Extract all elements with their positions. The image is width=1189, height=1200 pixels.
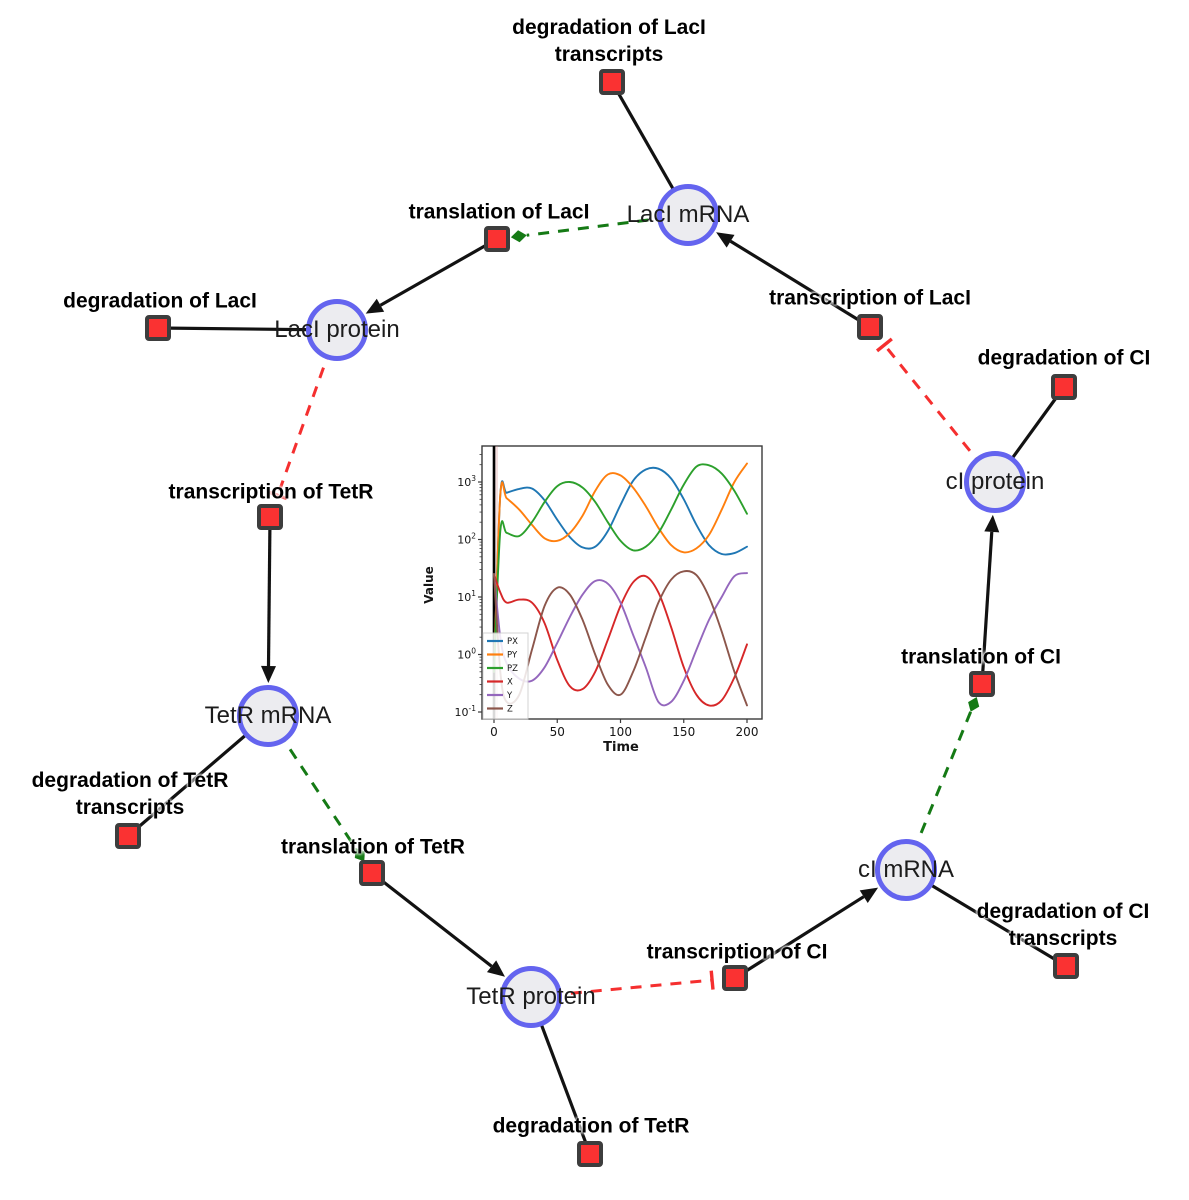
reaction-node-deg-ci[interactable]	[1051, 374, 1077, 400]
species-node-tetr-protein[interactable]	[500, 966, 562, 1028]
svg-text:100: 100	[609, 725, 632, 739]
legend-label-PX: PX	[507, 637, 518, 647]
chart-legend: PX PY PZ XYZ	[482, 632, 529, 720]
series-line-Y	[493, 572, 748, 707]
reaction-node-deg-tetr-tx[interactable]	[115, 823, 141, 849]
species-node-laci-mrna[interactable]	[657, 184, 719, 246]
species-node-ci-protein[interactable]	[964, 451, 1026, 513]
svg-text:100: 100	[457, 647, 476, 662]
edge-modifier-ci_mrna-to-transl_ci-diamond	[968, 696, 980, 712]
svg-text:0: 0	[490, 725, 498, 739]
x-axis-label: Time	[603, 740, 639, 755]
reaction-node-deg-laci[interactable]	[145, 315, 171, 341]
edge-production-transl_tetr-to-tetr_protein-arrowhead	[486, 960, 505, 977]
chart-series-lines	[492, 446, 748, 719]
reaction-node-transl-tetr[interactable]	[359, 860, 385, 886]
edge-production-transl_ci-to-ci_protein	[980, 531, 994, 685]
series-line-PZ	[493, 463, 748, 673]
svg-text:200: 200	[736, 725, 759, 739]
reaction-node-tx-laci[interactable]	[857, 314, 883, 340]
series-line-X	[493, 573, 748, 707]
reaction-node-tx-ci[interactable]	[722, 965, 748, 991]
legend-label-PZ: PZ	[507, 664, 518, 674]
svg-text:150: 150	[672, 725, 695, 739]
svg-text:102: 102	[457, 532, 476, 547]
reaction-node-transl-ci[interactable]	[969, 671, 995, 697]
svg-text:103: 103	[457, 474, 476, 489]
svg-text:10-1: 10-1	[455, 704, 477, 719]
edge-inhibition-tetr_protein-to-tx_ci-tbar	[709, 970, 715, 990]
series-line-PX	[493, 466, 748, 673]
legend-label-Y: Y	[506, 691, 513, 701]
species-node-tetr-mrna[interactable]	[237, 685, 299, 747]
series-line-PY	[493, 462, 748, 673]
legend-label-Z: Z	[507, 705, 513, 715]
edge-consumption-ci_mrna-to-deg_ci_tx	[905, 868, 1067, 968]
svg-text:101: 101	[457, 589, 476, 604]
edge-production-tx_ci-to-ci_mrna-arrowhead	[859, 887, 879, 904]
edge-production-transl_laci-to-laci_protein	[379, 237, 498, 307]
edge-modifier-laci_mrna-to-transl_laci-diamond	[510, 230, 527, 243]
edge-production-tx_laci-to-laci_mrna-arrowhead	[716, 232, 735, 248]
reaction-node-tx-tetr[interactable]	[257, 504, 283, 530]
edge-inhibition-ci_protein-to-tx_laci-tbar	[875, 337, 893, 353]
legend-label-PY: PY	[507, 651, 518, 661]
species-node-laci-protein[interactable]	[306, 299, 368, 361]
edge-production-transl_ci-to-ci_protein-arrowhead	[984, 514, 1000, 533]
edge-production-tx_laci-to-laci_mrna	[729, 239, 871, 329]
edge-production-tx_ci-to-ci_mrna	[734, 895, 865, 980]
edge-inhibition-laci_protein-to-tx_tetr-tbar	[268, 490, 288, 501]
edge-production-tx_tetr-to-tetr_mrna	[266, 516, 272, 667]
chart-axes: 0 50 100 150 200 10-1 100 101 102 103	[455, 445, 763, 739]
svg-text:50: 50	[550, 725, 565, 739]
species-node-ci-mrna[interactable]	[875, 839, 937, 901]
edge-production-tx_tetr-to-tetr_mrna-arrowhead	[261, 665, 277, 684]
edge-production-transl_laci-to-laci_protein-arrowhead	[365, 298, 385, 314]
reaction-node-deg-ci-tx[interactable]	[1053, 953, 1079, 979]
simulation-inset-chart: 0 50 100 150 200 10-1 100 101 102 103 PX PY PZ XYZ V…	[400, 420, 780, 765]
legend-label-X: X	[507, 678, 513, 688]
series-line-Z	[493, 570, 748, 707]
reaction-node-transl-laci[interactable]	[484, 226, 510, 252]
reaction-node-deg-laci-tx[interactable]	[599, 69, 625, 95]
edge-production-transl_tetr-to-tetr_protein	[371, 871, 493, 968]
edge-modifier-tetr_mrna-to-transl_tetr-diamond	[354, 847, 365, 862]
y-axis-label: Value	[422, 566, 436, 604]
reaction-node-deg-tetr[interactable]	[577, 1141, 603, 1167]
